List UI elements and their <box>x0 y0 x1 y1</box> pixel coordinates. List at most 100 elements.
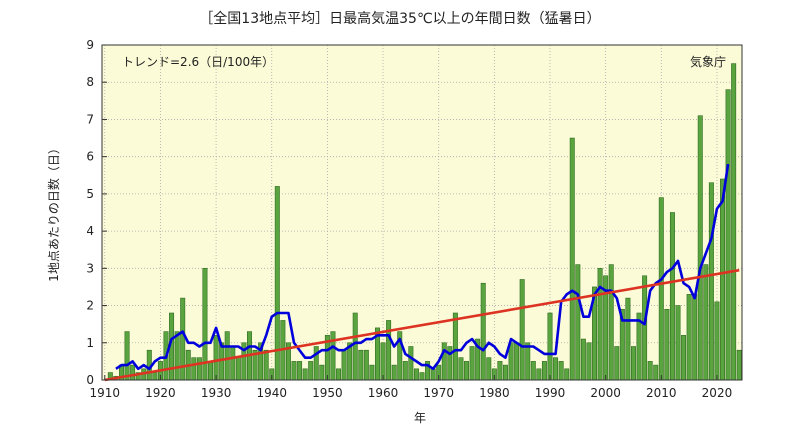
bar <box>363 349 369 381</box>
x-axis-label: 年 <box>414 411 426 425</box>
bar <box>208 361 214 381</box>
bar <box>630 346 636 381</box>
bar <box>519 279 525 381</box>
bar <box>430 368 436 381</box>
x-tick-label: 2000 <box>590 386 621 400</box>
x-tick-label: 1910 <box>90 386 121 400</box>
y-tick-label: 4 <box>86 224 94 238</box>
bar <box>675 305 681 381</box>
y-tick-label: 7 <box>86 112 94 126</box>
line-series <box>104 163 740 382</box>
bar <box>302 368 308 381</box>
x-tick-label: 2010 <box>646 386 677 400</box>
bar <box>469 346 475 381</box>
y-axis-ticks: 0 1 2 3 4 5 6 7 8 9 <box>86 38 107 387</box>
chart-title: ［全国13地点平均］日最高気温35℃以上の年間日数（猛暑日） <box>199 10 600 27</box>
bar <box>530 361 536 381</box>
bar <box>564 368 570 381</box>
bar <box>558 361 564 381</box>
source-annotation: 気象庁 <box>690 54 726 69</box>
bar <box>553 357 559 381</box>
bar <box>647 361 653 381</box>
bar <box>402 361 408 381</box>
bar <box>152 372 158 381</box>
bar <box>608 264 614 381</box>
bar <box>708 182 714 381</box>
bar <box>497 361 503 381</box>
bar <box>291 361 297 381</box>
bar <box>480 282 486 381</box>
bar <box>441 342 447 381</box>
bar <box>502 364 508 381</box>
bar <box>413 368 419 381</box>
bar <box>464 361 470 381</box>
x-tick-label: 1990 <box>535 386 566 400</box>
bar <box>358 349 364 381</box>
bar <box>514 342 520 381</box>
bar <box>664 308 670 381</box>
bar <box>174 331 180 381</box>
trend-annotation: トレンド=2.6（日/100年） <box>122 55 274 69</box>
bar <box>191 357 197 381</box>
bar <box>124 331 130 381</box>
bar <box>731 63 737 381</box>
bar <box>686 294 692 381</box>
y-axis-label: 1地点あたりの日数（日） <box>46 142 61 282</box>
bar <box>369 364 375 381</box>
bar <box>319 364 325 381</box>
bar <box>636 312 642 381</box>
y-tick-label: 5 <box>86 187 94 201</box>
bar <box>720 178 726 381</box>
bar <box>408 346 414 381</box>
x-axis-ticks: 1910 1920 1930 1940 1950 1960 1970 1980 1990 2000… <box>90 375 732 400</box>
bar <box>419 372 425 381</box>
bar <box>703 264 709 381</box>
x-tick-label: 1920 <box>145 386 176 400</box>
bar <box>452 312 458 381</box>
bar <box>681 335 687 381</box>
bar <box>653 364 659 381</box>
trend-line <box>104 268 740 382</box>
bar <box>541 361 547 381</box>
bar <box>486 357 492 381</box>
bar <box>213 335 219 381</box>
bar <box>692 294 698 381</box>
y-tick-label: 6 <box>86 150 94 164</box>
bar <box>352 312 358 381</box>
plot-frame <box>101 44 743 381</box>
bar <box>130 364 136 381</box>
bar <box>235 357 241 381</box>
bar <box>525 342 531 381</box>
bar <box>575 264 581 381</box>
x-tick-label: 1930 <box>201 386 232 400</box>
bar <box>391 364 397 381</box>
x-tick-label: 1940 <box>256 386 287 400</box>
x-tick-label: 1970 <box>423 386 454 400</box>
bar <box>547 312 553 381</box>
bar <box>597 268 603 381</box>
bar <box>580 338 586 381</box>
bar <box>536 368 542 381</box>
bar <box>341 349 347 381</box>
bar <box>697 115 703 381</box>
bar <box>297 361 303 381</box>
bar <box>330 331 336 381</box>
bar <box>308 361 314 381</box>
bar <box>586 342 592 381</box>
bar <box>614 346 620 381</box>
x-tick-label: 1960 <box>368 386 399 400</box>
bar <box>642 275 648 381</box>
bar <box>658 197 664 381</box>
bar <box>380 342 386 381</box>
y-tick-label: 8 <box>86 75 94 89</box>
bar <box>725 89 731 381</box>
moving-average-line <box>115 163 730 371</box>
y-tick-label: 2 <box>86 299 94 313</box>
bar <box>714 301 720 381</box>
bar <box>196 357 202 381</box>
y-tick-label: 9 <box>86 38 94 52</box>
y-tick-label: 3 <box>86 261 94 275</box>
bar <box>569 137 575 381</box>
x-tick-label: 1980 <box>479 386 510 400</box>
bar <box>230 346 236 381</box>
